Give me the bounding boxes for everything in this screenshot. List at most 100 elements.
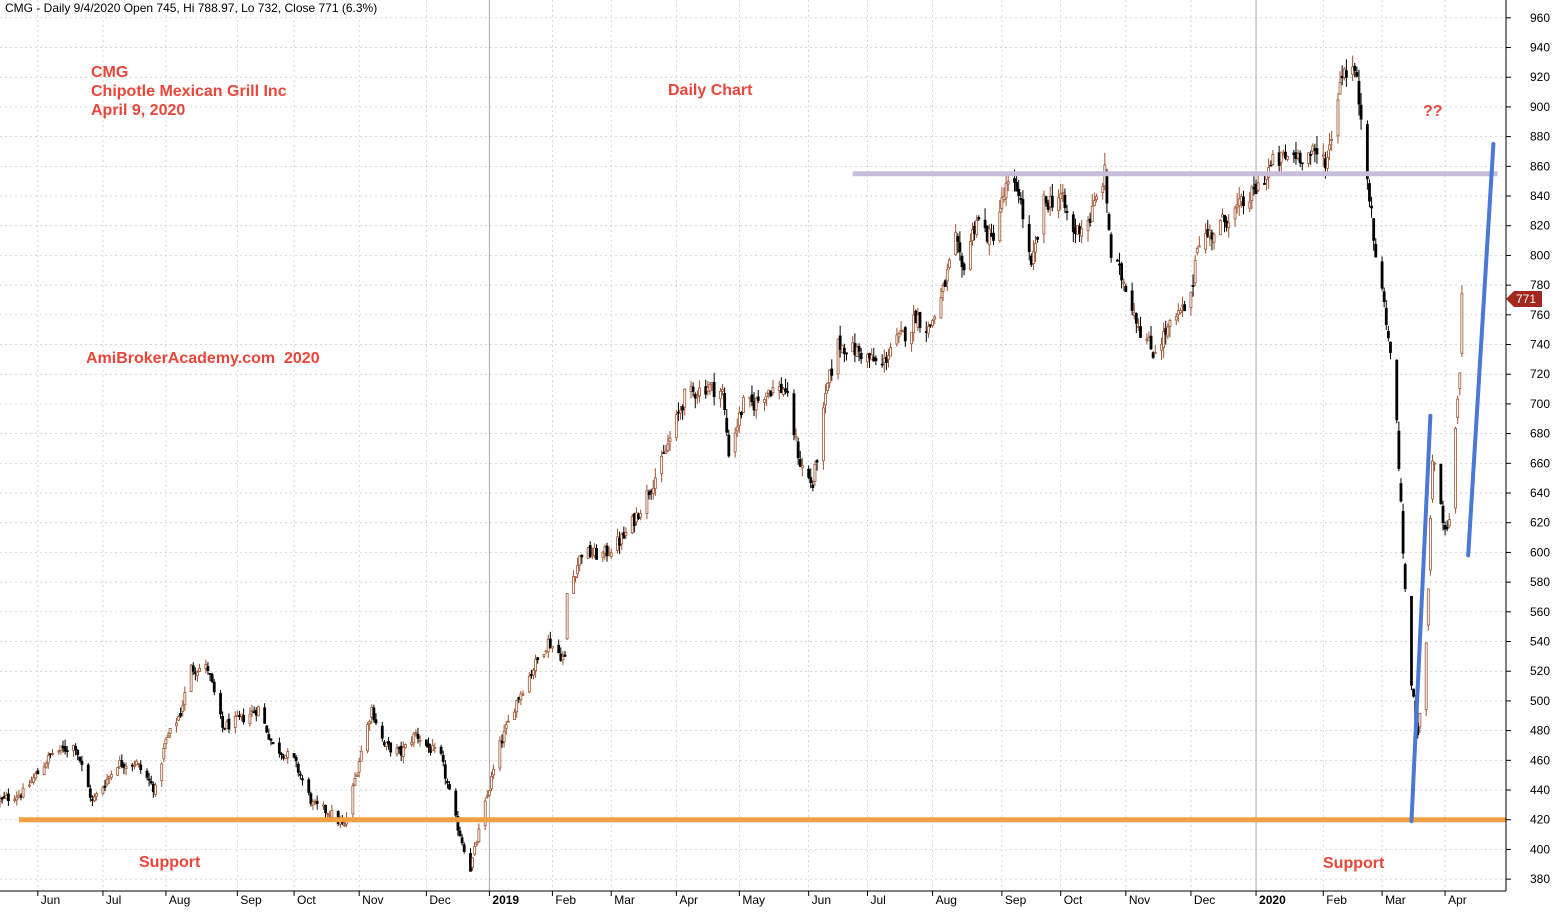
- candle-body: [160, 763, 164, 781]
- candle-body: [689, 386, 693, 393]
- candle-body: [1384, 307, 1388, 326]
- candle-body: [431, 744, 435, 752]
- chart-title: CMG - Daily 9/4/2020 Open 745, Hi 788.97…: [5, 1, 377, 15]
- candle-body: [198, 667, 201, 672]
- candle-body: [103, 785, 107, 788]
- candle-body: [168, 728, 172, 734]
- candle-body: [811, 484, 815, 488]
- candle-body: [1197, 245, 1201, 248]
- candle-body: [798, 459, 802, 467]
- candle-body: [821, 407, 825, 462]
- candle-body: [653, 477, 657, 489]
- last-price-text: 771: [1516, 292, 1536, 306]
- candle-body: [794, 435, 798, 439]
- candle-body: [710, 382, 714, 386]
- candle-body: [929, 324, 932, 327]
- candle-body: [1063, 194, 1067, 209]
- candle-body: [857, 346, 861, 352]
- candle-body: [389, 742, 393, 753]
- candle-body: [19, 795, 23, 798]
- y-tick-label: 820: [1530, 219, 1550, 233]
- candle-body: [353, 778, 357, 786]
- candle-body: [723, 393, 727, 410]
- candle-body: [1315, 148, 1319, 155]
- candle-body: [17, 794, 21, 798]
- candle-body: [742, 397, 745, 413]
- candle-body: [1242, 196, 1245, 207]
- candle-body: [765, 392, 769, 397]
- candle-body: [1389, 341, 1392, 353]
- candle-body: [1294, 152, 1298, 160]
- candle-body: [1134, 313, 1138, 324]
- candle-body: [13, 799, 17, 801]
- candle-body: [1386, 330, 1390, 339]
- candle-body: [887, 355, 890, 360]
- candle-body: [61, 745, 65, 749]
- candle-body: [1296, 152, 1300, 159]
- candle-body: [330, 810, 334, 818]
- candle-body: [580, 554, 584, 558]
- candle-body: [1248, 201, 1252, 209]
- candle-body: [183, 692, 187, 706]
- candle-body: [1032, 251, 1035, 264]
- candle-body: [1124, 285, 1128, 293]
- candle-body: [1223, 214, 1226, 223]
- candle-body: [1042, 194, 1046, 235]
- candle-body: [971, 229, 974, 242]
- candle-body: [859, 352, 863, 360]
- candle-body: [565, 593, 569, 640]
- y-tick-label: 440: [1530, 783, 1550, 797]
- candle-body: [445, 780, 449, 784]
- candle-body: [674, 414, 678, 438]
- candle-body: [1458, 372, 1462, 389]
- candle-body: [179, 712, 183, 717]
- candle-body: [826, 382, 829, 391]
- candle-body: [1164, 328, 1168, 335]
- y-tick-label: 900: [1530, 100, 1550, 114]
- candle-body: [500, 740, 504, 744]
- candle-body: [748, 396, 752, 400]
- grid: [0, 0, 1506, 891]
- candle-body: [1401, 511, 1405, 554]
- candle-body: [1382, 291, 1386, 302]
- candle-body: [252, 711, 256, 714]
- candle-body: [1095, 196, 1098, 200]
- y-tick-label: 920: [1530, 70, 1550, 84]
- candle-body: [313, 800, 317, 803]
- candle-body: [240, 713, 243, 717]
- candle-body: [845, 352, 848, 355]
- candle-body: [1137, 326, 1140, 328]
- candle-body: [899, 329, 903, 332]
- candle-body: [601, 552, 605, 558]
- candle-body: [280, 753, 283, 756]
- candle-body: [1105, 171, 1109, 204]
- y-tick-label: 860: [1530, 159, 1550, 173]
- candle-body: [1330, 139, 1334, 141]
- candle-body: [492, 768, 495, 776]
- candle-body: [698, 387, 701, 397]
- candle-body: [1292, 152, 1296, 156]
- candle-body: [557, 644, 561, 653]
- candle-body: [490, 776, 493, 790]
- y-tick-label: 580: [1530, 575, 1550, 589]
- candle-body: [763, 399, 766, 404]
- candle-body: [254, 709, 258, 716]
- candle-body: [1433, 462, 1436, 465]
- candle-body: [1019, 198, 1023, 200]
- candle-body: [830, 368, 834, 376]
- candle-body: [1193, 260, 1197, 284]
- candle-body: [595, 548, 598, 560]
- candle-body: [1044, 196, 1048, 204]
- candle-body: [1086, 220, 1090, 231]
- candle-body: [248, 713, 252, 724]
- candle-body: [998, 211, 1002, 242]
- candle-body: [666, 443, 670, 452]
- candle-body: [4, 795, 8, 799]
- candle-body: [1174, 316, 1178, 321]
- candle-body: [1441, 505, 1445, 523]
- candle-body: [424, 739, 428, 746]
- candle-body: [519, 693, 523, 701]
- candle-body: [815, 460, 819, 463]
- candle-body: [532, 669, 535, 676]
